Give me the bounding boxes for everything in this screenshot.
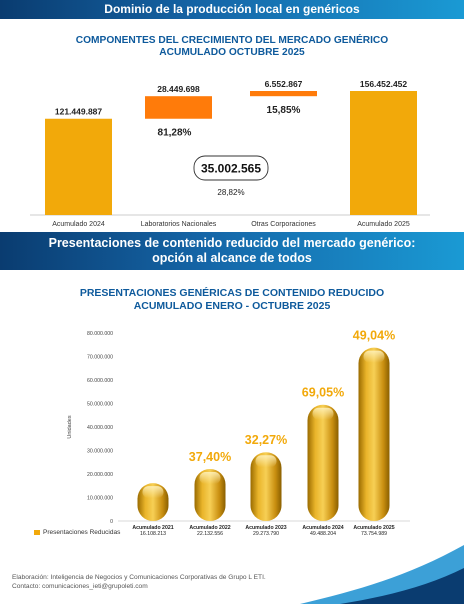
pill-highlight-1: [142, 486, 164, 499]
chart1-title: COMPONENTES DEL CRECIMIENTO DEL MERCADO …: [0, 35, 464, 59]
waterfall-category-label-2: Laboratorios Nacionales: [141, 221, 217, 228]
section-title-line1: Presentaciones de contenido reducido del…: [48, 236, 416, 250]
footer-contact: Contacto: comunicaciones_ieti@grupoleti.…: [12, 583, 148, 590]
x-category-label-2: Acumulado 2022: [189, 525, 230, 531]
footer-credit: Elaboración: Inteligencia de Negocios y …: [12, 574, 266, 581]
y-tick-label: 20.000.000: [87, 472, 113, 478]
header-banner: Dominio de la producción local en genéri…: [0, 0, 464, 19]
y-tick-label: 10.000.000: [87, 496, 113, 502]
total-increase-label: 35.002.565: [201, 162, 261, 176]
chart2-legend: Presentaciones Reducidas: [34, 529, 120, 536]
waterfall-chart: 121.449.887 Acumulado 2024 28.449.698 Labor…: [30, 79, 430, 228]
waterfall-bar-4: [350, 91, 417, 215]
pill-bar-3: [250, 452, 282, 521]
legend-swatch: [34, 530, 40, 535]
x-category-label-4: Acumulado 2024: [302, 525, 343, 531]
section-banner: Presentaciones de contenido reducido del…: [0, 232, 464, 270]
chart2-title: PRESENTACIONES GENÉRICAS DE CONTENIDO RE…: [0, 287, 464, 313]
total-increase-pct: 28,82%: [217, 188, 244, 197]
waterfall-value-label-3: 6.552.867: [265, 79, 303, 89]
waterfall-value-label-1: 121.449.887: [55, 107, 103, 117]
chart2-title-line2: ACUMULADO ENERO - OCTUBRE 2025: [133, 300, 331, 312]
waterfall-bar-1: [45, 118, 112, 215]
waterfall-share-label-1: 81,28%: [158, 128, 192, 139]
footer: Elaboración: Inteligencia de Negocios y …: [12, 573, 266, 591]
pill-highlight-4: [312, 407, 334, 420]
pill-bar-5: [358, 347, 390, 521]
pill-highlight-3: [255, 455, 277, 468]
total-increase-box: [193, 155, 269, 181]
y-tick-label: 0: [110, 519, 113, 525]
waterfall-category-label-1: Acumulado 2024: [52, 221, 105, 228]
y-tick-label: 60.000.000: [87, 378, 113, 384]
chart1-title-line2: ACUMULADO OCTUBRE 2025: [159, 47, 305, 58]
x-category-label-3: Acumulado 2023: [245, 525, 286, 531]
waterfall-category-label-3: Otras Corporaciones: [251, 221, 316, 228]
pill-highlight-2: [199, 471, 221, 484]
x-category-value-5: 73.754.989: [361, 531, 387, 537]
waterfall-value-label-4: 156.452.452: [360, 79, 408, 89]
waterfall-bar-2: [145, 96, 212, 119]
y-tick-label: 70.000.000: [87, 355, 113, 361]
y-tick-label: 50.000.000: [87, 402, 113, 408]
legend-label: Presentaciones Reducidas: [43, 529, 121, 536]
waterfall-share-label-2: 15,85%: [267, 105, 301, 116]
waterfall-bar-3: [250, 91, 317, 97]
waterfall-category-label-4: Acumulado 2025: [357, 221, 410, 228]
x-category-label-1: Acumulado 2021: [132, 525, 173, 531]
chart2-title-line1: PRESENTACIONES GENÉRICAS DE CONTENIDO RE…: [79, 287, 385, 299]
header-title: Dominio de la producción local en genéri…: [104, 2, 360, 16]
waterfall-value-label-2: 28.449.698: [157, 84, 200, 94]
section-title-line2: opción al alcance de todos: [152, 251, 312, 265]
x-category-value-2: 22.132.556: [197, 531, 223, 537]
growth-label-1: 37,40%: [189, 450, 231, 464]
y-tick-label: 80.000.000: [87, 331, 113, 337]
x-category-value-4: 49.488.204: [310, 531, 336, 537]
x-category-label-5: Acumulado 2025: [353, 525, 394, 531]
growth-label-4: 49,04%: [353, 329, 395, 343]
chart1-title-line1: COMPONENTES DEL CRECIMIENTO DEL MERCADO …: [75, 35, 389, 46]
x-category-value-3: 29.273.790: [253, 531, 279, 537]
growth-label-2: 32,27%: [245, 433, 287, 447]
y-tick-label: 40.000.000: [87, 425, 113, 431]
growth-label-3: 69,05%: [302, 386, 344, 400]
x-category-value-1: 16.108.213: [140, 531, 166, 537]
pill-highlight-5: [363, 350, 385, 363]
y-tick-label: 30.000.000: [87, 449, 113, 455]
y-axis-label: Unidades: [67, 415, 73, 438]
pill-bar-4: [307, 404, 339, 521]
